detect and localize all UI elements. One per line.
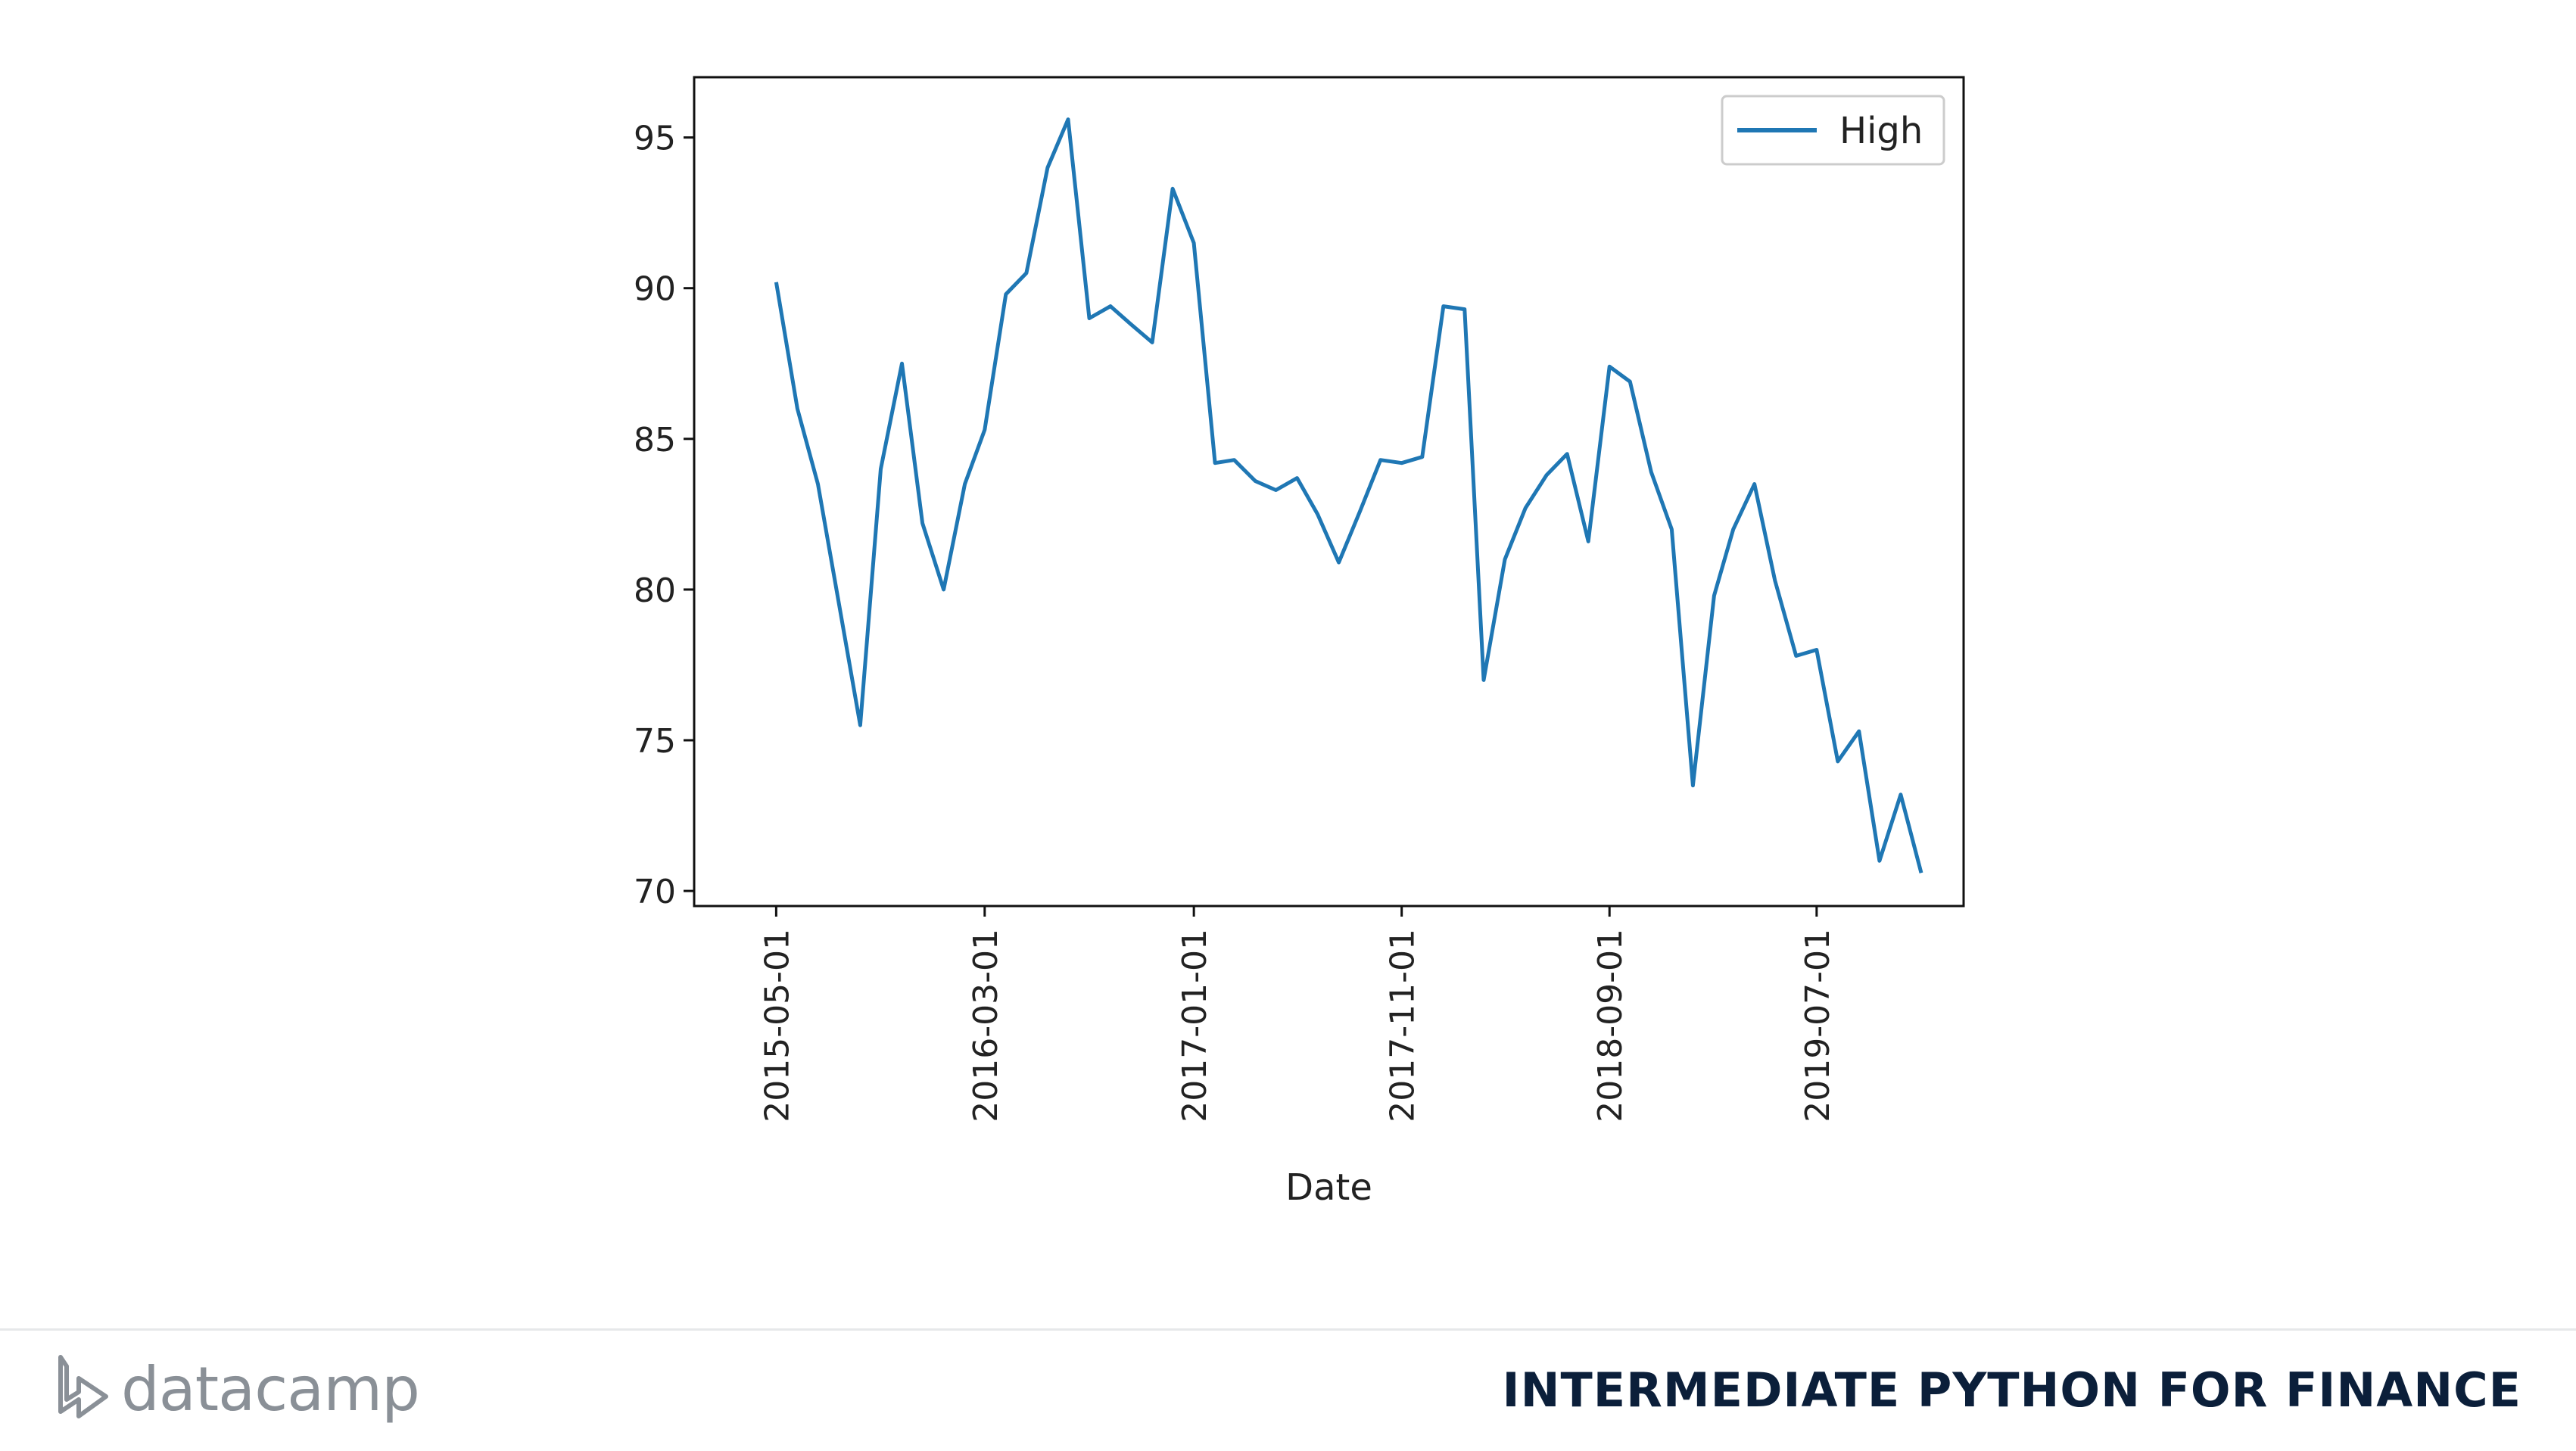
y-tick-label: 80 xyxy=(634,571,676,610)
legend-label-high: High xyxy=(1839,110,1923,152)
x-tick-label: 2018-09-01 xyxy=(1591,929,1630,1123)
datacamp-logo-icon xyxy=(58,1355,108,1418)
legend-box xyxy=(1721,95,1945,166)
y-tick-label: 75 xyxy=(634,722,676,761)
series-layer xyxy=(774,117,1923,873)
course-title: INTERMEDIATE PYTHON FOR FINANCE xyxy=(1502,1362,2521,1418)
y-tick-label: 95 xyxy=(634,120,676,158)
x-tick-label: 2015-05-01 xyxy=(758,929,796,1123)
x-tick-label: 2019-07-01 xyxy=(1799,929,1837,1123)
x-tick-label: 2016-03-01 xyxy=(967,929,1005,1123)
y-axis: 70 75 80 85 90 95 xyxy=(634,120,694,911)
datacamp-logo: datacamp xyxy=(53,1347,420,1431)
x-tick-label: 2017-01-01 xyxy=(1176,929,1214,1123)
plot-area xyxy=(693,76,1965,908)
footer-divider xyxy=(0,1328,2576,1331)
legend: High xyxy=(1721,95,1945,166)
y-tick-label: 70 xyxy=(634,873,676,911)
x-axis-title: Date xyxy=(1285,1166,1372,1209)
x-axis: 2015-05-01 2016-03-01 2017-01-01 2017-11-01… xyxy=(758,906,1837,1123)
y-tick-label: 90 xyxy=(634,270,676,309)
brand-name: datacamp xyxy=(121,1353,420,1425)
y-tick-label: 85 xyxy=(634,421,676,459)
series-line-high xyxy=(774,117,1923,873)
x-tick-label: 2017-11-01 xyxy=(1384,929,1422,1123)
